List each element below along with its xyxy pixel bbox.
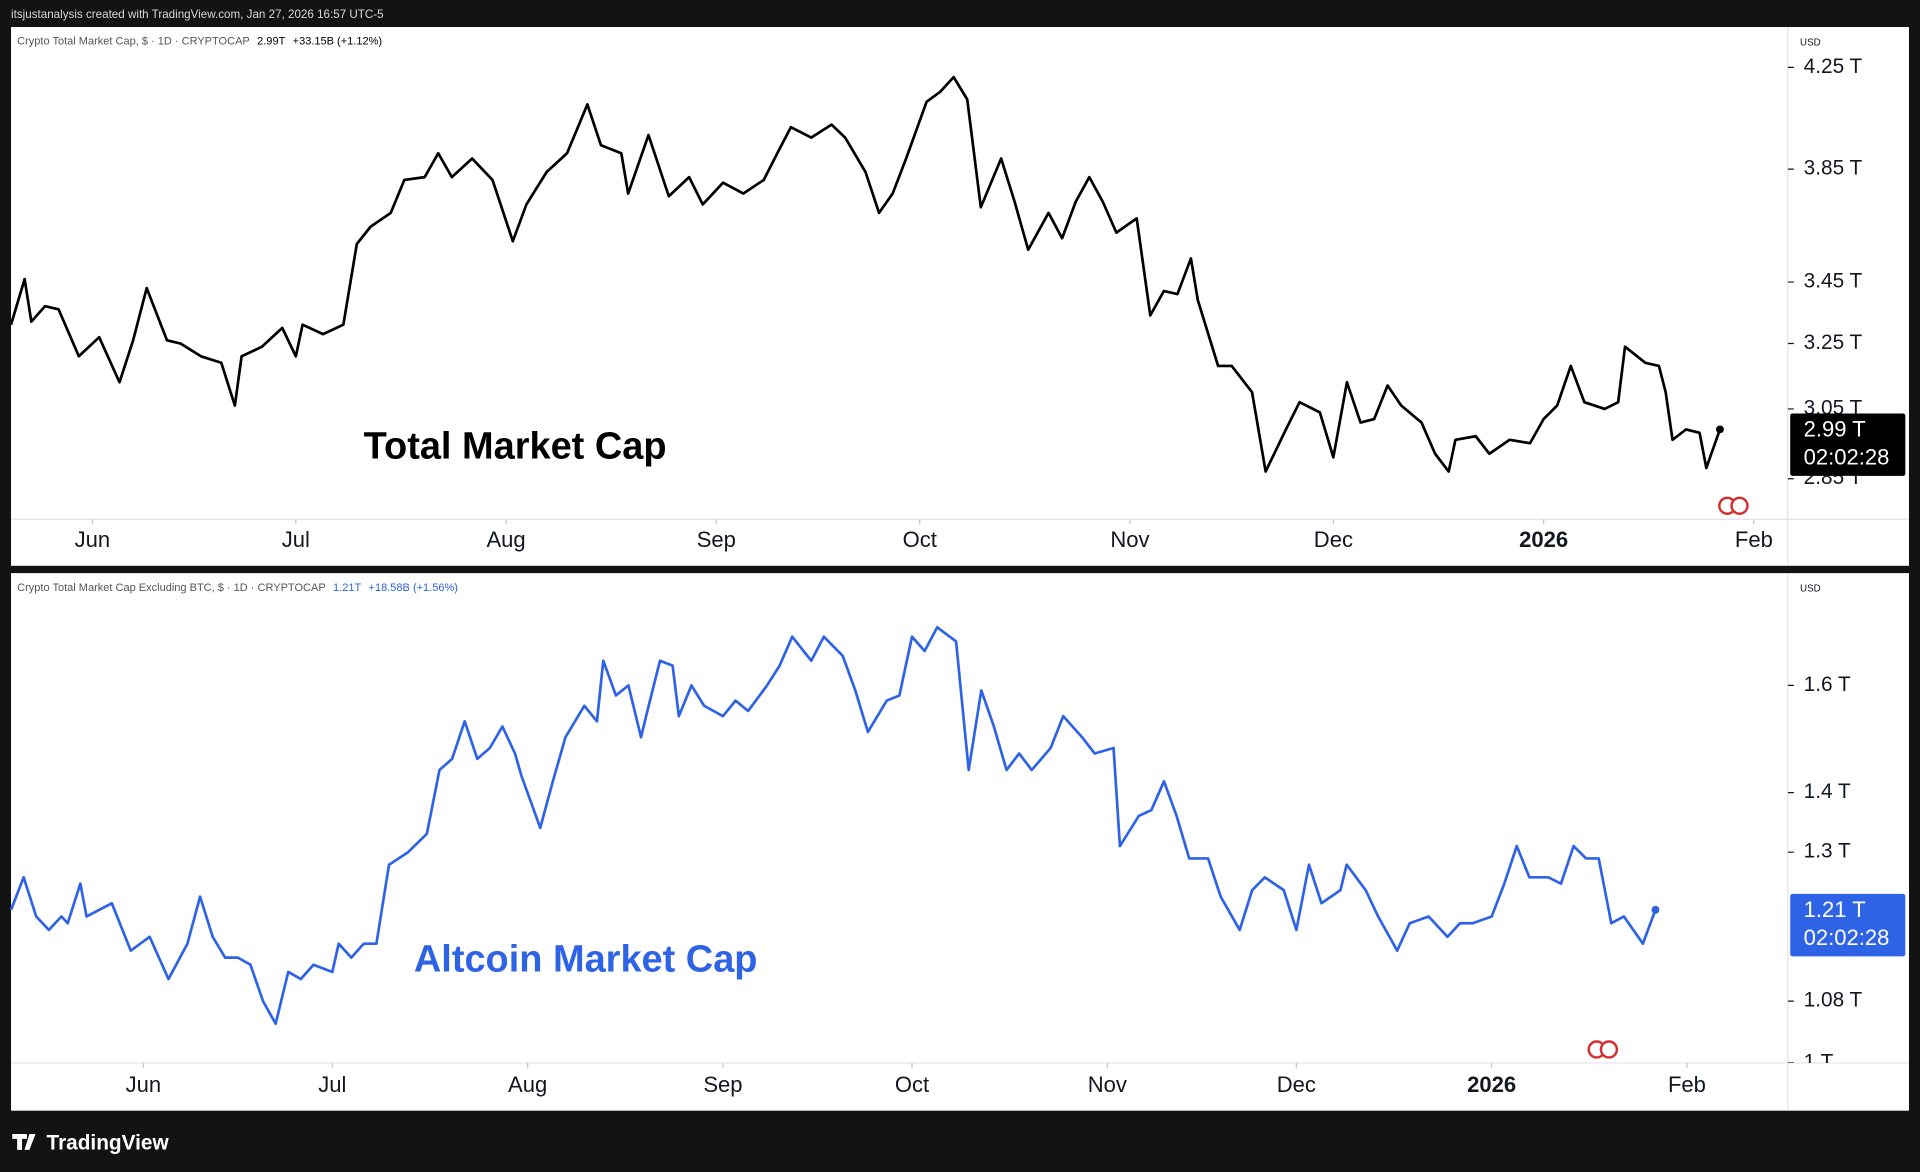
last-point [1651, 905, 1660, 914]
x-tick-label: 2026 [1519, 527, 1568, 552]
legend-title: Crypto Total Market Cap, $ · 1D · CRYPTO… [17, 36, 250, 48]
legend-legend-change: +33.15B (+1.12%) [293, 36, 382, 48]
y-tick-label: 1.08 T [1804, 989, 1863, 1012]
x-tick-label: Nov [1110, 527, 1149, 552]
y-tick-label: 3.85 T [1804, 157, 1863, 180]
last-point [1716, 425, 1724, 434]
x-tick-label: Nov [1088, 1072, 1127, 1097]
y-tick-label: 1.4 T [1804, 780, 1851, 803]
currency: USD [1800, 38, 1821, 49]
countdown: 02:02:28 [1804, 925, 1890, 950]
legend-legend-value: 2.99T [257, 36, 285, 48]
y-tick-label: 1.6 T [1804, 673, 1851, 696]
x-tick-label: 2026 [1467, 1072, 1516, 1097]
legend: Crypto Total Market Cap, $ · 1D · CRYPTO… [17, 36, 382, 48]
x-tick-label: Jul [318, 1072, 346, 1097]
x-tick-label: Sep [697, 527, 736, 552]
legend-title: Crypto Total Market Cap Excluding BTC, $… [17, 582, 326, 594]
price-tag [1790, 413, 1906, 476]
legend-legend-value: 1.21T [333, 582, 361, 594]
x-tick-label: Aug [486, 527, 525, 552]
x-tick-label: Oct [895, 1072, 929, 1097]
event-icon [1730, 496, 1749, 515]
y-tick-label: 1 T [1804, 1050, 1834, 1073]
y-tick-label: 3.25 T [1804, 331, 1863, 354]
panel-background [11, 573, 1909, 1111]
header: itsjustanalysis created with TradingView… [11, 8, 384, 21]
price-tag [1790, 893, 1906, 957]
price-line [9, 75, 1722, 473]
legend-legend-change: +18.58B (+1.56%) [369, 582, 458, 594]
x-tick-label: Aug [508, 1072, 547, 1097]
logo: TradingView [12, 1131, 169, 1154]
y-tick-label: 1.3 T [1804, 840, 1851, 863]
annotation: Altcoin Market Cap [414, 938, 758, 980]
x-tick-label: Feb [1735, 527, 1773, 552]
y-tick-label: 4.25 T [1804, 55, 1863, 78]
footer: TradingView [47, 1131, 170, 1154]
x-tick-label: Feb [1668, 1072, 1706, 1097]
currency: USD [1800, 584, 1821, 595]
legend: Crypto Total Market Cap Excluding BTC, $… [17, 582, 458, 594]
event-icon [1599, 1040, 1619, 1059]
x-tick-label: Sep [703, 1072, 742, 1097]
x-tick-label: Dec [1314, 527, 1353, 552]
x-tick-label: Oct [903, 527, 937, 552]
countdown: 02:02:28 [1804, 445, 1890, 470]
y-tick-label: 3.45 T [1804, 270, 1863, 293]
x-tick-label: Jun [126, 1072, 162, 1097]
price-tag-label: 1.21 T [1804, 897, 1866, 922]
panel-background [11, 27, 1909, 566]
x-tick-label: Jun [75, 527, 111, 552]
price-line [9, 625, 1657, 1026]
price-tag-label: 2.99 T [1804, 416, 1866, 441]
annotation: Total Market Cap [364, 425, 667, 467]
x-tick-label: Dec [1277, 1072, 1316, 1097]
x-tick-label: Jul [282, 527, 310, 552]
